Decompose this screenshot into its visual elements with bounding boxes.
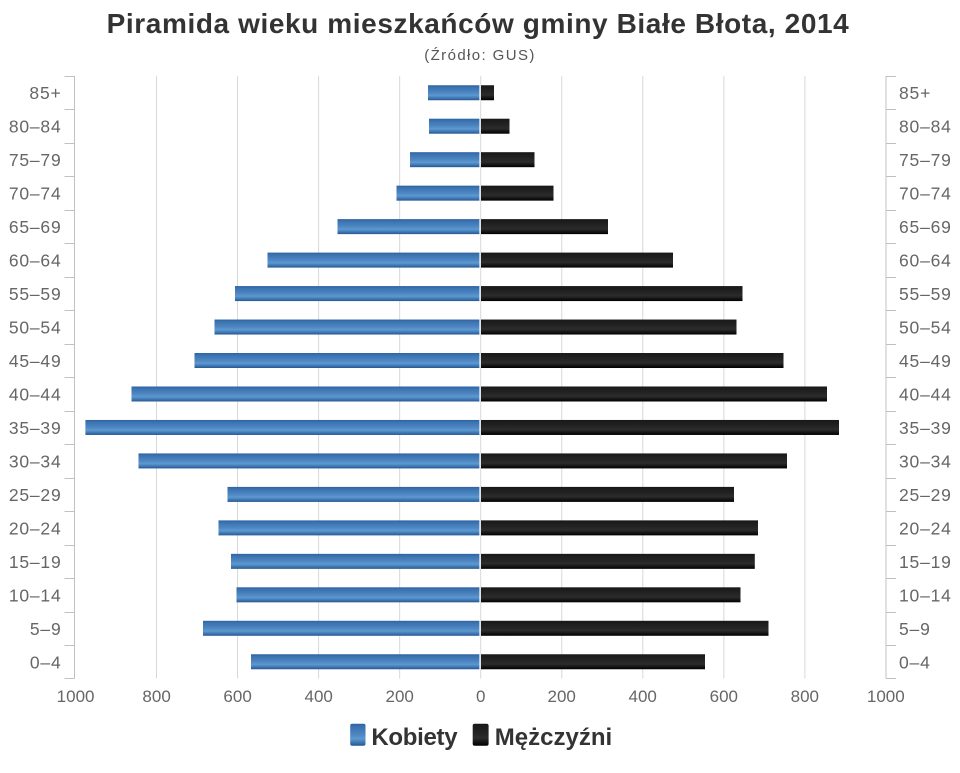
svg-text:45–49: 45–49 (9, 351, 62, 371)
svg-text:1000: 1000 (57, 687, 95, 706)
svg-text:(Źródło: GUS): (Źródło: GUS) (424, 47, 536, 64)
svg-text:65–69: 65–69 (9, 217, 62, 237)
svg-text:55–59: 55–59 (899, 284, 952, 304)
svg-text:60–64: 60–64 (899, 251, 952, 271)
svg-text:0: 0 (476, 687, 485, 706)
svg-text:600: 600 (223, 687, 251, 706)
svg-text:1000: 1000 (867, 687, 905, 706)
svg-text:0–4: 0–4 (899, 652, 931, 672)
svg-text:200: 200 (386, 687, 414, 706)
svg-text:0–4: 0–4 (30, 652, 62, 672)
svg-text:60–64: 60–64 (9, 251, 62, 271)
svg-text:200: 200 (548, 687, 576, 706)
svg-text:80–84: 80–84 (899, 117, 952, 137)
svg-text:80–84: 80–84 (9, 117, 62, 137)
svg-text:10–14: 10–14 (899, 585, 952, 605)
svg-text:15–19: 15–19 (9, 552, 62, 572)
svg-text:35–39: 35–39 (899, 418, 952, 438)
svg-text:85+: 85+ (29, 83, 61, 103)
svg-text:75–79: 75–79 (9, 150, 62, 170)
svg-text:25–29: 25–29 (899, 485, 952, 505)
svg-text:Mężczyźni: Mężczyźni (495, 724, 612, 751)
svg-text:20–24: 20–24 (9, 518, 62, 538)
svg-text:85+: 85+ (899, 83, 931, 103)
svg-text:10–14: 10–14 (9, 585, 62, 605)
svg-text:40–44: 40–44 (9, 385, 62, 405)
svg-text:30–34: 30–34 (9, 451, 62, 471)
svg-text:800: 800 (791, 687, 819, 706)
svg-text:50–54: 50–54 (9, 318, 62, 338)
svg-text:5–9: 5–9 (899, 619, 931, 639)
svg-text:20–24: 20–24 (899, 518, 952, 538)
svg-text:35–39: 35–39 (9, 418, 62, 438)
svg-text:40–44: 40–44 (899, 385, 952, 405)
svg-text:45–49: 45–49 (899, 351, 952, 371)
svg-text:25–29: 25–29 (9, 485, 62, 505)
svg-text:400: 400 (305, 687, 333, 706)
svg-text:75–79: 75–79 (899, 150, 952, 170)
svg-text:50–54: 50–54 (899, 318, 952, 338)
svg-text:5–9: 5–9 (30, 619, 62, 639)
svg-text:Piramida wieku mieszkańców gmi: Piramida wieku mieszkańców gminy Białe B… (107, 8, 850, 39)
svg-text:55–59: 55–59 (9, 284, 62, 304)
svg-text:Kobiety: Kobiety (371, 724, 458, 751)
svg-text:30–34: 30–34 (899, 451, 952, 471)
svg-text:70–74: 70–74 (899, 184, 952, 204)
svg-text:70–74: 70–74 (9, 184, 62, 204)
svg-text:15–19: 15–19 (899, 552, 952, 572)
svg-text:400: 400 (629, 687, 657, 706)
svg-text:600: 600 (710, 687, 738, 706)
svg-text:800: 800 (142, 687, 170, 706)
svg-text:65–69: 65–69 (899, 217, 952, 237)
